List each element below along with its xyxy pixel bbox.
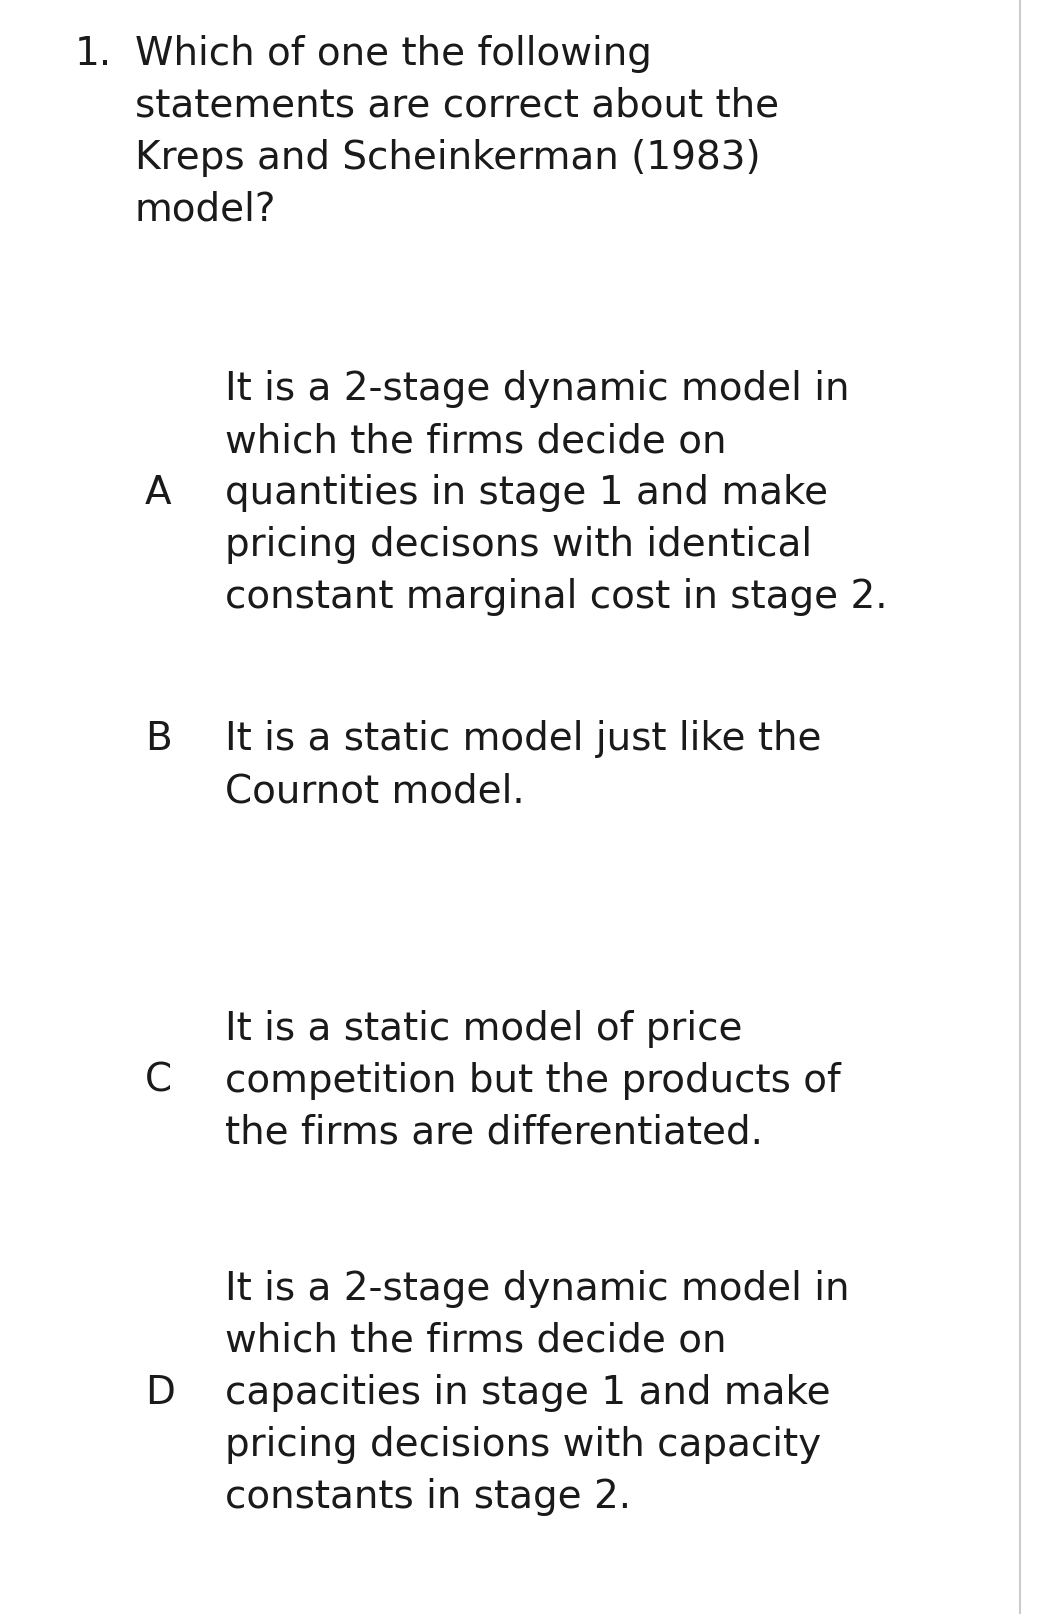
Text: capacities in stage 1 and make: capacities in stage 1 and make: [225, 1374, 831, 1411]
Text: the firms are differentiated.: the firms are differentiated.: [225, 1114, 763, 1151]
Text: which the firms decide on: which the firms decide on: [225, 421, 727, 460]
Text: model?: model?: [135, 190, 276, 228]
Text: C: C: [145, 1062, 172, 1099]
Text: Kreps and Scheinkerman (1983): Kreps and Scheinkerman (1983): [135, 139, 760, 176]
Text: competition but the products of: competition but the products of: [225, 1062, 841, 1099]
Text: pricing decisions with capacity: pricing decisions with capacity: [225, 1425, 821, 1464]
Text: Which of one the following: Which of one the following: [135, 36, 652, 73]
Text: which the firms decide on: which the firms decide on: [225, 1322, 727, 1359]
Text: It is a static model just like the: It is a static model just like the: [225, 720, 821, 757]
Text: pricing decisons with identical: pricing decisons with identical: [225, 526, 812, 563]
Text: It is a 2-stage dynamic model in: It is a 2-stage dynamic model in: [225, 1269, 849, 1307]
Text: 1.: 1.: [75, 36, 112, 73]
Text: It is a static model of price: It is a static model of price: [225, 1009, 742, 1047]
Text: A: A: [145, 473, 171, 512]
Text: quantities in stage 1 and make: quantities in stage 1 and make: [225, 473, 828, 512]
Text: constant marginal cost in stage 2.: constant marginal cost in stage 2.: [225, 578, 887, 615]
Text: Cournot model.: Cournot model.: [225, 771, 525, 810]
Text: B: B: [145, 720, 172, 757]
Text: D: D: [145, 1374, 175, 1411]
Text: constants in stage 2.: constants in stage 2.: [225, 1477, 631, 1516]
Text: It is a 2-stage dynamic model in: It is a 2-stage dynamic model in: [225, 370, 849, 408]
Text: statements are correct about the: statements are correct about the: [135, 87, 779, 124]
